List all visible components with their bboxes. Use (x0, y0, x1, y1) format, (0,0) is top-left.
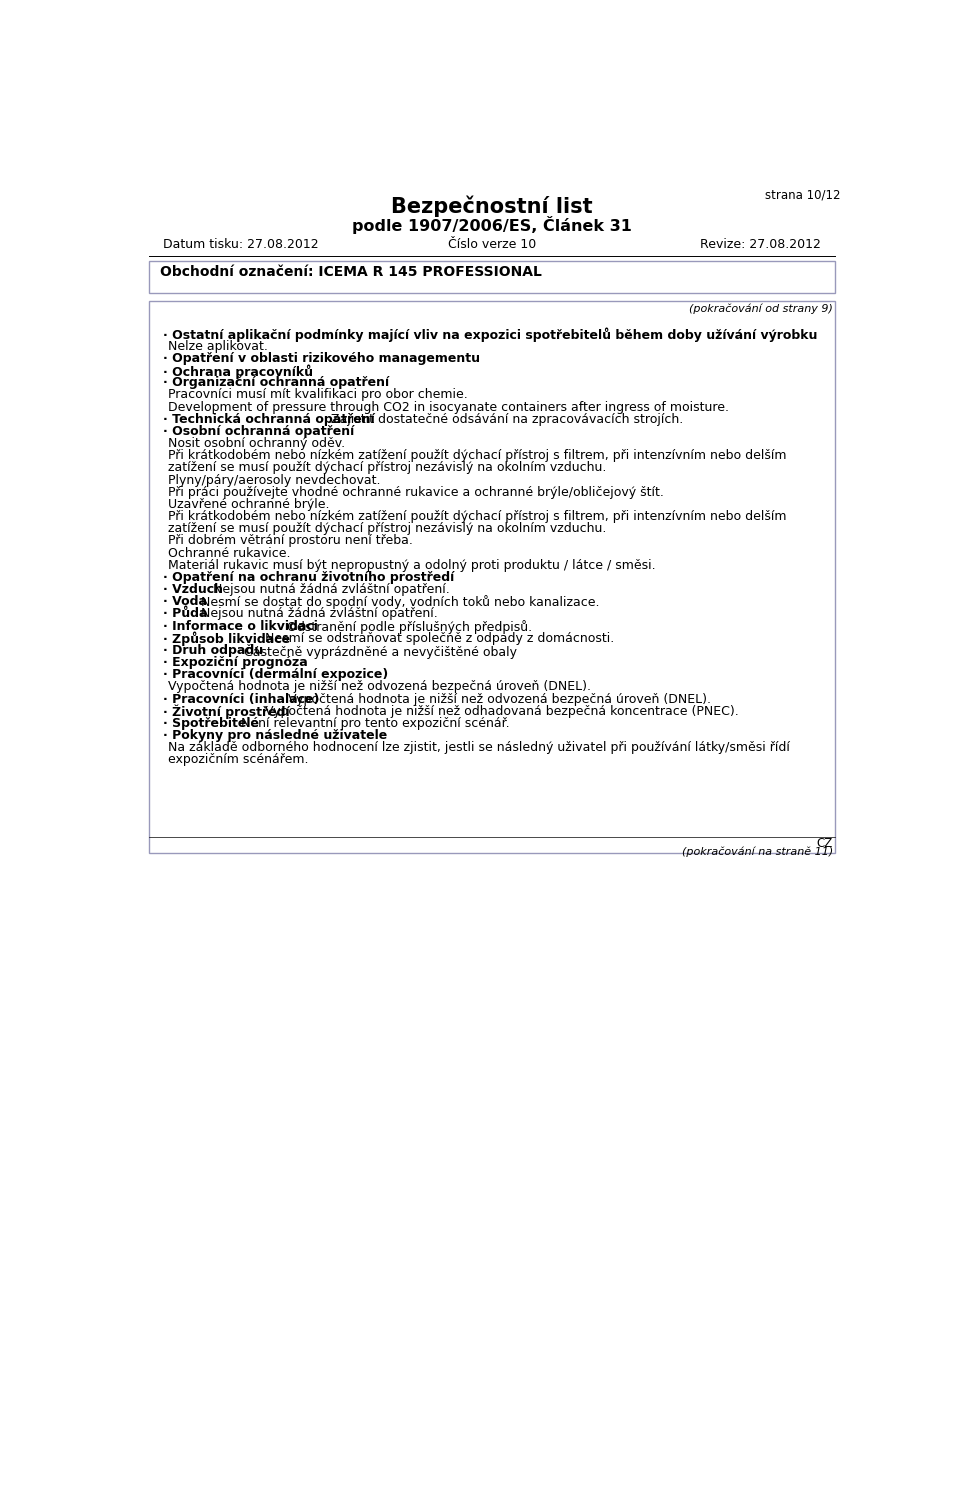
Text: Číslo verze 10: Číslo verze 10 (448, 237, 536, 251)
Text: · Technická ochranná opatření: · Technická ochranná opatření (162, 413, 374, 425)
Text: · Voda: · Voda (162, 595, 206, 609)
Bar (150, 261, 834, 292)
Text: · Způsob likvidace: · Způsob likvidace (162, 631, 290, 646)
Text: · Pracovníci (inhalace): · Pracovníci (inhalace) (162, 692, 319, 706)
Text: Vypočtená hodnota je nižší než odhadovaná bezpečná koncentrace (PNEC).: Vypočtená hodnota je nižší než odhadovan… (261, 704, 738, 718)
Text: Nesmí se dostat do spodní vody, vodních toků nebo kanalizace.: Nesmí se dostat do spodní vody, vodních … (197, 595, 599, 609)
Text: Při dobrém větrání prostoru není třeba.: Při dobrém větrání prostoru není třeba. (168, 534, 413, 548)
Text: Částečně vyprázdněné a nevyčištěné obaly: Částečně vyprázdněné a nevyčištěné obaly (240, 645, 517, 659)
Bar (150, 301, 834, 853)
Text: Ochranné rukavice.: Ochranné rukavice. (168, 546, 290, 560)
Text: Bezpečnostní list: Bezpečnostní list (391, 195, 593, 218)
Text: · Vzduch: · Vzduch (162, 583, 223, 597)
Text: (pokračování na straně 11): (pokračování na straně 11) (682, 846, 833, 856)
Text: CZ: CZ (817, 837, 833, 849)
Text: · Ochrana pracovníků: · Ochrana pracovníků (162, 364, 313, 379)
Text: Nelze aplikovat.: Nelze aplikovat. (168, 340, 268, 352)
Text: zatížení se musí použít dýchací přístroj nezávislý na okolním vzduchu.: zatížení se musí použít dýchací přístroj… (168, 522, 606, 536)
Text: Vypočtená hodnota je nižší než odvozená bezpečná úroveň (DNEL).: Vypočtená hodnota je nižší než odvozená … (168, 680, 590, 694)
Text: Revize: 27.08.2012: Revize: 27.08.2012 (701, 237, 822, 251)
Text: Při práci používejte vhodné ochranné rukavice a ochranné brýle/obličejový štít.: Při práci používejte vhodné ochranné ruk… (168, 486, 663, 498)
Text: Na základě odborného hodnocení lze zjistit, jestli se následný uživatel při použ: Na základě odborného hodnocení lze zjist… (168, 742, 789, 755)
Text: · Ostatní aplikační podmínky mající vliv na expozici spotřebitelů během doby uží: · Ostatní aplikační podmínky mající vliv… (162, 328, 817, 342)
Text: · Životní prostředí: · Životní prostředí (162, 704, 289, 719)
Text: · Druh odpadu: · Druh odpadu (162, 645, 263, 656)
Text: (pokračování od strany 9): (pokračování od strany 9) (689, 304, 833, 315)
Text: expozičním scénářem.: expozičním scénářem. (168, 753, 308, 767)
Text: zatížení se musí použít dýchací přístroj nezávislý na okolním vzduchu.: zatížení se musí použít dýchací přístroj… (168, 461, 606, 474)
Text: Nesmí se odstraňovat společně z odpady z domácnosti.: Nesmí se odstraňovat společně z odpady z… (261, 631, 614, 645)
Text: Vypočtená hodnota je nižší než odvozená bezpečná úroveň (DNEL).: Vypočtená hodnota je nižší než odvozená … (284, 692, 710, 706)
Text: · Půda: · Půda (162, 607, 207, 621)
Text: Nejsou nutná žádná zvláštní opatření.: Nejsou nutná žádná zvláštní opatření. (209, 583, 450, 597)
Text: Odstranění podle příslušných předpisů.: Odstranění podle příslušných předpisů. (282, 619, 532, 634)
Text: Není relevantní pro tento expoziční scénář.: Není relevantní pro tento expoziční scén… (237, 718, 510, 730)
Text: · Osobní ochranná opatření: · Osobní ochranná opatření (162, 425, 354, 439)
Text: strana 10/12: strana 10/12 (765, 188, 841, 201)
Text: · Opatření v oblasti rizikového managementu: · Opatření v oblasti rizikového manageme… (162, 352, 480, 366)
Text: podle 1907/2006/ES, Článek 31: podle 1907/2006/ES, Článek 31 (352, 216, 632, 234)
Text: Zajistit dostatečné odsávání na zpracovávacích strojích.: Zajistit dostatečné odsávání na zpracová… (326, 413, 683, 425)
Text: · Opatření na ochranu životního prostředí: · Opatření na ochranu životního prostřed… (162, 571, 454, 583)
Text: · Pokyny pro následné uživatele: · Pokyny pro následné uživatele (162, 730, 387, 742)
Text: · Expoziční prognóza: · Expoziční prognóza (162, 656, 307, 668)
Text: · Organizační ochranná opatření: · Organizační ochranná opatření (162, 376, 389, 389)
Text: Plyny/páry/aerosoly nevdechovat.: Plyny/páry/aerosoly nevdechovat. (168, 473, 380, 486)
Text: · Informace o likvidaci: · Informace o likvidaci (162, 619, 318, 633)
Text: Datum tisku: 27.08.2012: Datum tisku: 27.08.2012 (162, 237, 319, 251)
Text: Obchodní označení: ICEMA R 145 PROFESSIONAL: Obchodní označení: ICEMA R 145 PROFESSIO… (160, 264, 542, 279)
Text: · Spotřebitelé: · Spotřebitelé (162, 718, 258, 730)
Text: Při krátkodobém nebo nízkém zatížení použít dýchací přístroj s filtrem, při inte: Při krátkodobém nebo nízkém zatížení pou… (168, 449, 786, 463)
Text: Při krátkodobém nebo nízkém zatížení použít dýchací přístroj s filtrem, při inte: Při krátkodobém nebo nízkém zatížení pou… (168, 510, 786, 524)
Text: Materiál rukavic musí být nepropustný a odolný proti produktu / látce / směsi.: Materiál rukavic musí být nepropustný a … (168, 560, 656, 571)
Text: Nejsou nutná žádná zvláštní opatření.: Nejsou nutná žádná zvláštní opatření. (197, 607, 438, 621)
Text: Pracovníci musí mít kvalifikaci pro obor chemie.: Pracovníci musí mít kvalifikaci pro obor… (168, 388, 468, 401)
Text: Development of pressure through CO2 in isocyanate containers after ingress of mo: Development of pressure through CO2 in i… (168, 401, 729, 413)
Text: Nosit osobní ochranný oděv.: Nosit osobní ochranný oděv. (168, 437, 345, 451)
Text: · Pracovníci (dermální expozice): · Pracovníci (dermální expozice) (162, 668, 388, 682)
Text: Uzavřené ochranné brýle.: Uzavřené ochranné brýle. (168, 498, 329, 510)
